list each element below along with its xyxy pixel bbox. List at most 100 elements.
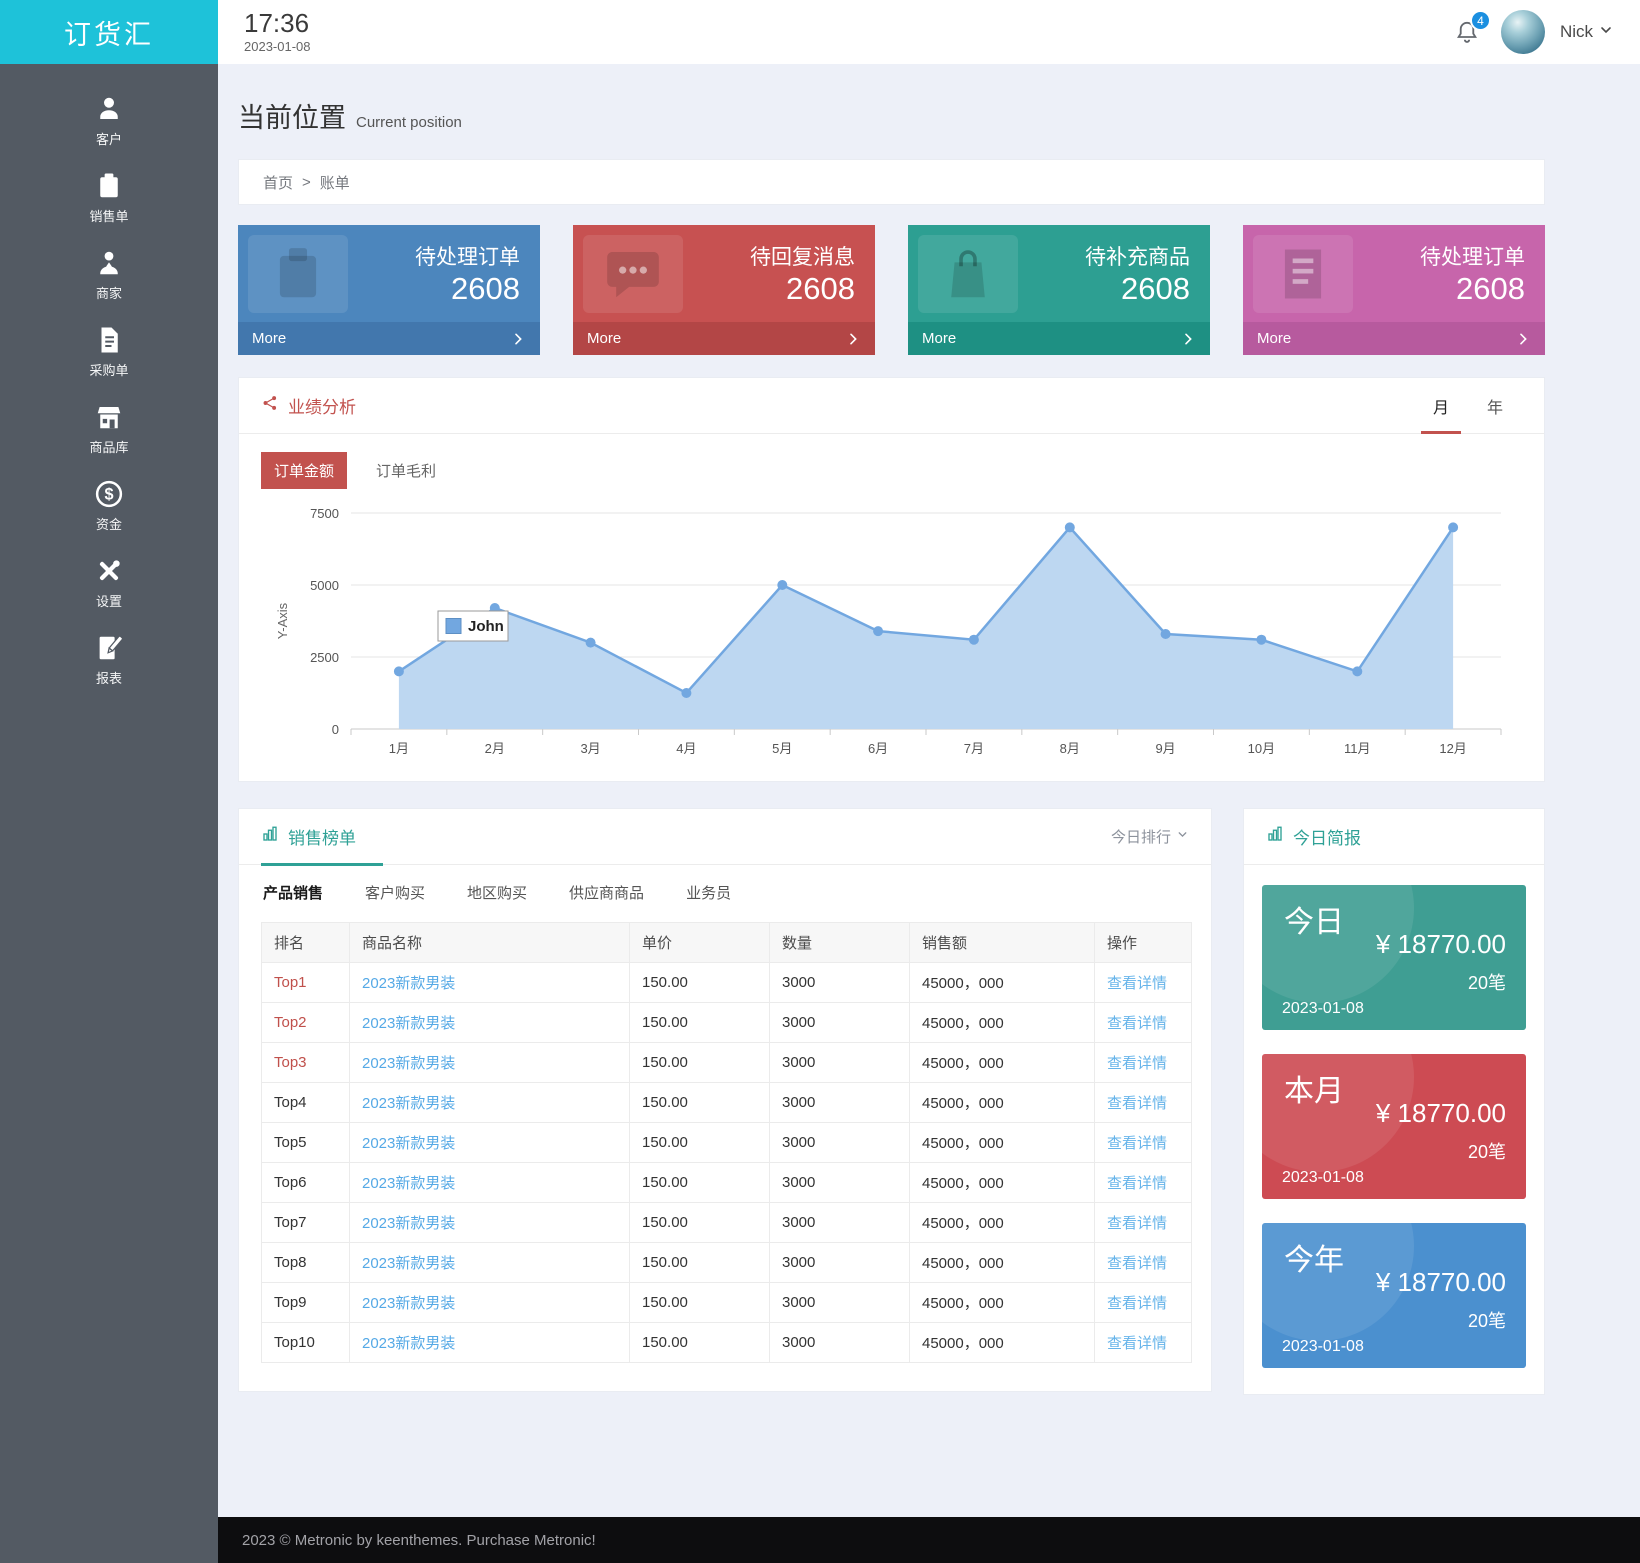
sidebar-item-label: 销售单	[89, 208, 129, 224]
sidebar-item-store[interactable]: 商品库	[0, 390, 218, 467]
chart-toggle[interactable]: 订单毛利	[376, 463, 437, 480]
view-detail-link[interactable]: 查看详情	[1107, 1135, 1168, 1152]
sidebar-menu: 客户销售单商家 采购单 商品库 $ 资金 设置 报表	[0, 64, 218, 698]
stat-card-more-button[interactable]: More	[908, 322, 1210, 355]
view-detail-link[interactable]: 查看详情	[1107, 1215, 1168, 1232]
period-tabs: 月年	[1414, 378, 1522, 434]
table-row: Top5 2023新款男装 150.00 3000 45000，000 查看详情	[261, 1122, 1192, 1163]
product-link[interactable]: 2023新款男装	[362, 1095, 456, 1112]
stat-card-0[interactable]: 待处理订单 2608 More	[238, 225, 540, 355]
rank-filter-dropdown[interactable]: 今日排行	[1111, 826, 1189, 847]
product-link[interactable]: 2023新款男装	[362, 1215, 456, 1232]
sales-tabs: 产品销售 客户购买 地区购买 供应商商品 业务员	[239, 865, 1211, 916]
table-row: Top9 2023新款男装 150.00 3000 45000，000 查看详情	[261, 1282, 1192, 1323]
sidebar-item-tools[interactable]: 设置	[0, 544, 218, 621]
header-row: 排名 商品名称 单价 数量 销售额 操作	[261, 922, 1192, 963]
report-icon	[94, 633, 124, 663]
breadcrumb-item[interactable]: 账单	[319, 174, 350, 192]
rank-filter-label: 今日排行	[1110, 829, 1171, 846]
product-name-cell: 2023新款男装	[349, 1122, 630, 1163]
product-link[interactable]: 2023新款男装	[362, 975, 456, 992]
product-link[interactable]: 2023新款男装	[362, 1175, 456, 1192]
stat-card-more-button[interactable]: More	[1243, 322, 1545, 355]
product-name-cell: 2023新款男装	[349, 962, 630, 1003]
product-link[interactable]: 2023新款男装	[362, 1255, 456, 1272]
table-row: Top10 2023新款男装 150.00 3000 45000，000 查看详情	[261, 1322, 1192, 1363]
stat-card-1[interactable]: 待回复消息 2608 More	[573, 225, 875, 355]
performance-chart: 0 2500 5000 7500 Y-Axis 1月 2月 3月 4月 5月 6月 7月 8月 9月 10月…	[275, 506, 1502, 756]
period-tab-月[interactable]: 月	[1414, 378, 1468, 434]
view-detail-link[interactable]: 查看详情	[1107, 1095, 1168, 1112]
stat-card-title: 待补充商品	[1085, 246, 1190, 269]
sales-title-wrap: 销售榜单	[261, 824, 356, 849]
summary-card-date: 2023-01-08	[1282, 1338, 1364, 1355]
svg-text:7月: 7月	[964, 741, 984, 756]
sidebar-item-report[interactable]: 报表	[0, 621, 218, 698]
app-logo: 订货汇	[0, 0, 218, 64]
column-header: 数量	[769, 922, 910, 963]
action-cell: 查看详情	[1094, 1122, 1192, 1163]
product-link[interactable]: 2023新款男装	[362, 1015, 456, 1032]
sales-tab[interactable]: 业务员	[686, 885, 732, 902]
summary-card-count: 20笔	[1467, 973, 1506, 993]
period-tab-年[interactable]: 年	[1486, 399, 1503, 417]
svg-text:$: $	[104, 485, 113, 503]
sales-tab[interactable]: 客户购买	[365, 885, 426, 902]
chevron-down-icon	[1598, 22, 1614, 43]
notifications-button[interactable]: 4	[1454, 10, 1491, 45]
sales-tab[interactable]: 地区购买	[467, 885, 528, 902]
sidebar-item-user[interactable]: 客户	[0, 82, 218, 159]
product-link[interactable]: 2023新款男装	[362, 1335, 456, 1352]
sidebar-item-merchant[interactable]: 商家	[0, 236, 218, 313]
product-link[interactable]: 2023新款男装	[362, 1295, 456, 1312]
chevron-right-icon	[845, 331, 861, 347]
stat-card-3[interactable]: 待处理订单 2608 More	[1243, 225, 1545, 355]
product-name-cell: 2023新款男装	[349, 1322, 630, 1363]
table-row: Top6 2023新款男装 150.00 3000 45000，000 查看详情	[261, 1162, 1192, 1203]
sales-tab[interactable]: 产品销售	[263, 885, 324, 902]
view-detail-link[interactable]: 查看详情	[1107, 1055, 1168, 1072]
svg-text:0: 0	[332, 722, 339, 737]
quantity-cell: 3000	[769, 1042, 910, 1083]
sales-tab[interactable]: 供应商商品	[569, 885, 645, 902]
current-date: 2023-01-08	[244, 38, 311, 54]
avatar[interactable]	[1500, 10, 1545, 54]
amount-cell: 45000，000	[909, 1122, 1095, 1163]
stat-cards-row: 待处理订单 2608 More 待回复消息 2608 More 待补充商品 2608 More 待…	[238, 225, 1545, 355]
product-link[interactable]: 2023新款男装	[362, 1135, 456, 1152]
price-cell: 150.00	[629, 1162, 770, 1203]
breadcrumb-item[interactable]: 首页	[263, 174, 294, 192]
svg-text:2500: 2500	[310, 650, 339, 665]
view-detail-link[interactable]: 查看详情	[1107, 1255, 1168, 1272]
stat-card-more-button[interactable]: More	[238, 322, 540, 355]
view-detail-link[interactable]: 查看详情	[1107, 1175, 1168, 1192]
sidebar-item-dollar[interactable]: $ 资金	[0, 467, 218, 544]
sidebar-item-purchase-doc[interactable]: 采购单	[0, 313, 218, 390]
bottom-row: 销售榜单 今日排行 产品销售 客户购买 地区购买 供应商商品 业务员 排名 商品名称 单价数…	[238, 808, 1545, 1395]
product-name-cell: 2023新款男装	[349, 1202, 630, 1243]
svg-text:9月: 9月	[1155, 741, 1175, 756]
purchase-doc-icon	[94, 325, 124, 355]
view-detail-link[interactable]: 查看详情	[1107, 975, 1168, 992]
current-time: 17:36	[244, 8, 310, 39]
stat-card-more-button[interactable]: More	[573, 322, 875, 355]
breadcrumb: 首页 > 账单	[238, 159, 1545, 205]
user-menu[interactable]: Nick	[1560, 22, 1614, 43]
view-detail-link[interactable]: 查看详情	[1107, 1015, 1168, 1032]
product-link[interactable]: 2023新款男装	[362, 1055, 456, 1072]
summary-card-2: 今年 ¥ 18770.00 20笔 2023-01-08	[1262, 1223, 1526, 1368]
action-cell: 查看详情	[1094, 1042, 1192, 1083]
quantity-cell: 3000	[769, 1002, 910, 1043]
sidebar-item-clipboard[interactable]: 销售单	[0, 159, 218, 236]
stat-card-2[interactable]: 待补充商品 2608 More	[908, 225, 1210, 355]
performance-title-wrap: 业绩分析	[261, 393, 356, 418]
view-detail-link[interactable]: 查看详情	[1107, 1295, 1168, 1312]
chevron-right-icon	[1515, 331, 1531, 347]
summary-card-amount: ¥ 18770.00	[1375, 1098, 1506, 1128]
quantity-cell: 3000	[769, 1282, 910, 1323]
performance-panel: 业绩分析 月年 订单金额 订单毛利 0 2500 5000 7500 Y-Axis 1月 2月…	[238, 377, 1545, 782]
sales-table-head: 排名 商品名称 单价 数量 销售额 操作	[261, 922, 1192, 963]
view-detail-link[interactable]: 查看详情	[1107, 1335, 1168, 1352]
chart-toggle[interactable]: 订单金额	[261, 452, 348, 489]
svg-text:12月: 12月	[1439, 741, 1466, 756]
